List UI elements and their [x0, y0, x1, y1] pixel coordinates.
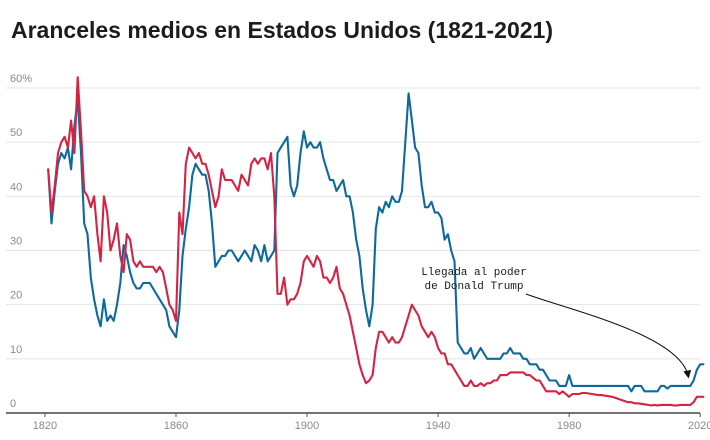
x-tick-label: 2020 [688, 420, 710, 432]
y-tick-label: 50 [10, 127, 22, 139]
x-tick-label: 1820 [33, 420, 57, 432]
y-tick-label: 60% [10, 73, 32, 85]
axes: 0 10 20 30 40 50 60% 1820 1860 1900 1940 1980 2020 [10, 73, 710, 432]
annotation-arrow [525, 293, 692, 379]
y-tick-label: 20 [10, 290, 22, 302]
gridlines [6, 87, 700, 414]
series: ImportacionesgravablesTodas lasimportaci… [47, 76, 705, 407]
y-tick-label: 40 [10, 181, 22, 193]
series-line-todas-las-importaciones [47, 76, 705, 407]
x-tick-label: 1900 [295, 420, 319, 432]
x-tick-label: 1860 [164, 420, 188, 432]
x-tick-label: 1940 [426, 420, 450, 432]
y-tick-label: 0 [10, 398, 16, 410]
y-tick-label: 30 [10, 236, 22, 248]
y-tick-label: 10 [10, 344, 22, 356]
x-tick-label: 1980 [557, 420, 581, 432]
chart-title: Aranceles medios en Estados Unidos (1821… [11, 17, 553, 43]
annotations: Llegada al poder de Donald Trump [421, 267, 692, 379]
series-line-importaciones-gravables [47, 92, 705, 393]
annotation-text: Llegada al poder de Donald Trump [421, 267, 527, 293]
